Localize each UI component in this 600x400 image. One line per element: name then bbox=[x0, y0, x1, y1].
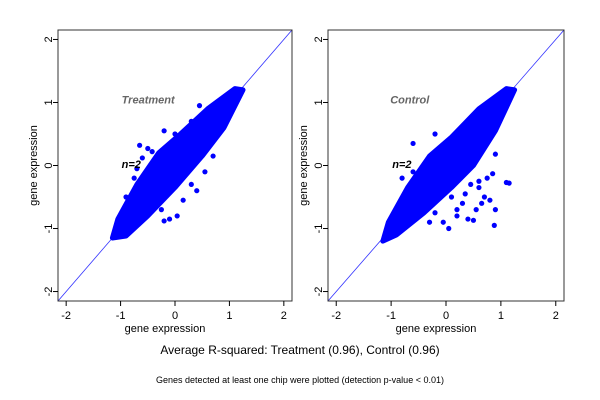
data-point bbox=[161, 128, 167, 134]
data-point bbox=[476, 184, 482, 191]
data-point bbox=[137, 142, 143, 148]
data-point bbox=[481, 194, 488, 200]
data-point bbox=[491, 222, 497, 228]
data-point bbox=[399, 175, 405, 181]
y-tick-label: -1 bbox=[313, 224, 325, 234]
data-point bbox=[476, 178, 482, 184]
y-tick-label: -1 bbox=[43, 224, 55, 234]
data-point bbox=[484, 175, 490, 181]
data-point bbox=[131, 175, 137, 181]
x-tick-label: 2 bbox=[281, 310, 287, 322]
panel-treatment: -2 -1 0 1 2 -2 -1 0 1 2 gene expression gene expres… bbox=[28, 29, 293, 335]
data-point bbox=[180, 197, 186, 203]
data-point bbox=[440, 219, 446, 225]
data-point bbox=[490, 171, 496, 177]
data-point bbox=[215, 125, 222, 131]
data-point bbox=[196, 103, 203, 109]
x-axis-label: gene expression bbox=[125, 323, 206, 335]
data-point bbox=[202, 169, 208, 175]
data-point bbox=[139, 155, 145, 161]
data-point bbox=[487, 197, 493, 203]
data-point bbox=[479, 200, 485, 206]
sub-caption: Genes detected at least one chip were pl… bbox=[156, 375, 444, 385]
x-tick-label: -1 bbox=[386, 310, 396, 322]
data-point bbox=[172, 131, 178, 137]
data-point bbox=[468, 181, 474, 188]
y-tick-label: 1 bbox=[43, 99, 55, 105]
y-tick-label: 2 bbox=[313, 36, 325, 42]
y-tick-label: 0 bbox=[313, 162, 325, 168]
x-tick-label: 1 bbox=[498, 310, 504, 322]
data-point bbox=[470, 217, 477, 223]
y-tick-label: -2 bbox=[43, 287, 55, 297]
data-point bbox=[454, 213, 460, 219]
x-tick-label: 0 bbox=[443, 310, 449, 322]
main-caption: Average R-squared: Treatment (0.96), Con… bbox=[160, 343, 440, 357]
sample-count: n=2 bbox=[392, 159, 411, 171]
data-point bbox=[446, 225, 452, 232]
data-point bbox=[432, 210, 438, 216]
data-point bbox=[410, 140, 416, 147]
data-point bbox=[473, 207, 479, 213]
data-point bbox=[506, 180, 512, 186]
data-point bbox=[492, 151, 498, 157]
data-point bbox=[188, 181, 194, 188]
data-point bbox=[194, 188, 200, 194]
data-point bbox=[166, 216, 173, 222]
x-tick-label: -2 bbox=[61, 310, 71, 322]
y-tick-label: 1 bbox=[313, 99, 325, 105]
y-tick-label: -2 bbox=[313, 287, 325, 297]
panel-title: Treatment bbox=[122, 95, 176, 107]
x-tick-label: 1 bbox=[226, 310, 232, 322]
data-point bbox=[448, 194, 455, 200]
panel-control: -2 -1 0 1 2 -2 -1 0 1 2 gene expression gene expres… bbox=[298, 29, 565, 335]
data-point bbox=[454, 207, 460, 213]
data-point bbox=[210, 153, 216, 159]
data-point bbox=[174, 213, 180, 219]
data-point bbox=[188, 118, 194, 124]
data-point bbox=[462, 191, 468, 197]
data-point bbox=[206, 137, 212, 143]
x-tick-label: 2 bbox=[553, 310, 559, 322]
dense-point-cloud bbox=[380, 86, 518, 244]
data-point bbox=[145, 145, 151, 152]
data-point bbox=[149, 149, 155, 155]
data-point bbox=[126, 197, 132, 203]
data-point bbox=[161, 218, 167, 224]
data-point bbox=[145, 200, 151, 206]
x-axis-label: gene expression bbox=[396, 323, 477, 335]
x-tick-label: -2 bbox=[331, 310, 341, 322]
panel-title: Control bbox=[390, 95, 430, 107]
data-point bbox=[426, 219, 433, 225]
y-tick-label: 0 bbox=[43, 162, 55, 168]
data-point bbox=[459, 200, 466, 206]
data-point bbox=[410, 169, 416, 175]
data-point bbox=[134, 166, 140, 172]
data-point bbox=[112, 233, 118, 239]
y-axis-label: gene expression bbox=[298, 125, 310, 206]
data-point bbox=[158, 207, 164, 213]
x-tick-label: -1 bbox=[116, 310, 126, 322]
data-point bbox=[137, 184, 143, 191]
data-point bbox=[465, 216, 471, 222]
x-tick-label: 0 bbox=[172, 310, 178, 322]
data-point bbox=[492, 207, 498, 213]
data-point bbox=[432, 131, 438, 137]
data-point bbox=[237, 87, 243, 93]
y-tick-label: 2 bbox=[43, 36, 55, 42]
sample-count: n=2 bbox=[122, 159, 141, 171]
y-axis-label: gene expression bbox=[28, 125, 40, 206]
